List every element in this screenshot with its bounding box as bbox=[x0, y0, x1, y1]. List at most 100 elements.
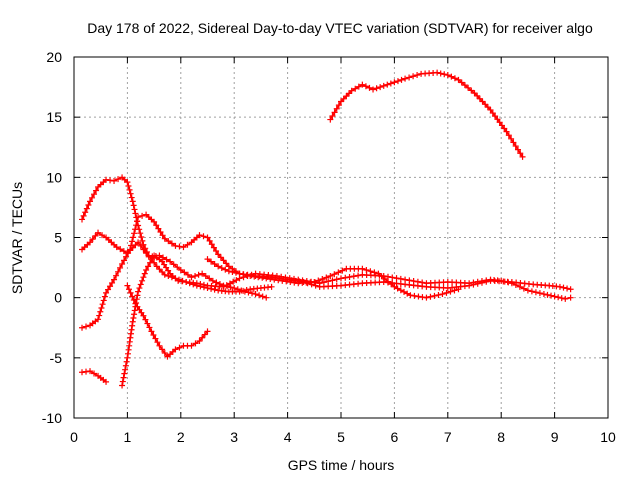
data-point bbox=[209, 277, 216, 284]
data-point bbox=[355, 83, 362, 90]
chart-title: Day 178 of 2022, Sidereal Day-to-day VTE… bbox=[87, 20, 593, 36]
data-point bbox=[394, 78, 401, 85]
series-arc-1 bbox=[327, 69, 526, 160]
data-point bbox=[95, 229, 102, 236]
data-point bbox=[181, 269, 188, 276]
data-point bbox=[163, 264, 170, 271]
data-point bbox=[79, 324, 86, 331]
data-point bbox=[140, 246, 147, 253]
data-point bbox=[501, 278, 508, 285]
data-point bbox=[79, 216, 86, 223]
data-point bbox=[172, 242, 179, 249]
data-point bbox=[109, 279, 116, 286]
data-point bbox=[532, 289, 539, 296]
data-point bbox=[402, 75, 409, 82]
data-point bbox=[558, 295, 565, 302]
data-point bbox=[331, 271, 338, 278]
data-point bbox=[204, 234, 211, 241]
data-point bbox=[160, 254, 166, 261]
data-point bbox=[346, 90, 353, 97]
data-point bbox=[410, 73, 417, 80]
data-point bbox=[366, 84, 373, 91]
data-point bbox=[206, 237, 213, 244]
data-point bbox=[229, 268, 236, 275]
data-point bbox=[455, 286, 462, 293]
data-point bbox=[519, 153, 526, 160]
data-point bbox=[92, 232, 99, 239]
data-point bbox=[233, 277, 240, 284]
data-point bbox=[551, 293, 558, 300]
data-point bbox=[230, 278, 237, 285]
data-point bbox=[161, 350, 168, 357]
data-point bbox=[134, 303, 141, 310]
data-point bbox=[478, 278, 485, 285]
data-point bbox=[199, 334, 206, 341]
data-point bbox=[103, 289, 110, 296]
data-point bbox=[225, 268, 232, 275]
data-point bbox=[83, 323, 90, 330]
data-point bbox=[211, 286, 218, 293]
data-point bbox=[560, 284, 567, 291]
data-point bbox=[455, 76, 462, 83]
data-point bbox=[388, 281, 395, 288]
y-tick-label: 0 bbox=[54, 290, 62, 306]
data-point bbox=[352, 85, 359, 92]
data-point bbox=[111, 276, 118, 283]
data-point bbox=[213, 247, 220, 254]
data-point bbox=[252, 291, 259, 298]
data-point bbox=[263, 275, 270, 282]
data-point bbox=[87, 239, 94, 246]
data-point bbox=[142, 316, 149, 323]
data-point bbox=[188, 342, 195, 349]
data-point bbox=[556, 283, 563, 290]
data-point bbox=[119, 378, 126, 385]
data-point bbox=[139, 277, 146, 284]
data-point bbox=[121, 370, 128, 377]
data-point bbox=[291, 279, 298, 286]
data-point bbox=[479, 98, 486, 105]
data-point bbox=[133, 222, 140, 229]
series-arc-4 bbox=[79, 211, 574, 331]
data-point bbox=[391, 79, 398, 86]
data-point bbox=[127, 289, 134, 296]
data-point bbox=[197, 281, 204, 288]
data-point bbox=[474, 278, 481, 285]
data-point bbox=[180, 244, 187, 251]
data-point bbox=[119, 260, 126, 267]
data-point bbox=[444, 72, 451, 79]
data-point bbox=[146, 324, 153, 331]
data-point bbox=[419, 279, 426, 286]
data-point bbox=[176, 243, 183, 250]
data-point bbox=[245, 289, 252, 296]
data-point bbox=[448, 73, 455, 80]
data-point bbox=[514, 146, 521, 153]
x-tick-label: 6 bbox=[391, 429, 399, 445]
data-point bbox=[217, 254, 224, 261]
data-point bbox=[394, 285, 401, 292]
data-point bbox=[192, 340, 199, 347]
data-point bbox=[159, 232, 166, 239]
data-point bbox=[267, 276, 274, 283]
data-point bbox=[240, 271, 247, 278]
data-point bbox=[122, 366, 129, 373]
grid-lines bbox=[74, 57, 608, 418]
data-point bbox=[137, 230, 144, 237]
data-point bbox=[503, 128, 510, 135]
data-point bbox=[144, 320, 151, 327]
data-point bbox=[275, 277, 282, 284]
data-point bbox=[152, 335, 159, 342]
data-point bbox=[126, 286, 133, 293]
data-point bbox=[325, 278, 332, 285]
data-point bbox=[89, 236, 96, 243]
data-point bbox=[129, 318, 136, 325]
data-point bbox=[153, 263, 160, 270]
x-tick-labels: 0 1 2 3 4 5 6 7 8 9 10 bbox=[70, 429, 616, 445]
series-arc-8 bbox=[204, 256, 462, 301]
data-point bbox=[431, 292, 438, 299]
data-point bbox=[192, 273, 199, 280]
data-point bbox=[512, 282, 519, 289]
data-point bbox=[536, 290, 543, 297]
x-tick-label: 3 bbox=[230, 429, 238, 445]
data-point bbox=[238, 287, 245, 294]
data-point bbox=[222, 266, 229, 273]
